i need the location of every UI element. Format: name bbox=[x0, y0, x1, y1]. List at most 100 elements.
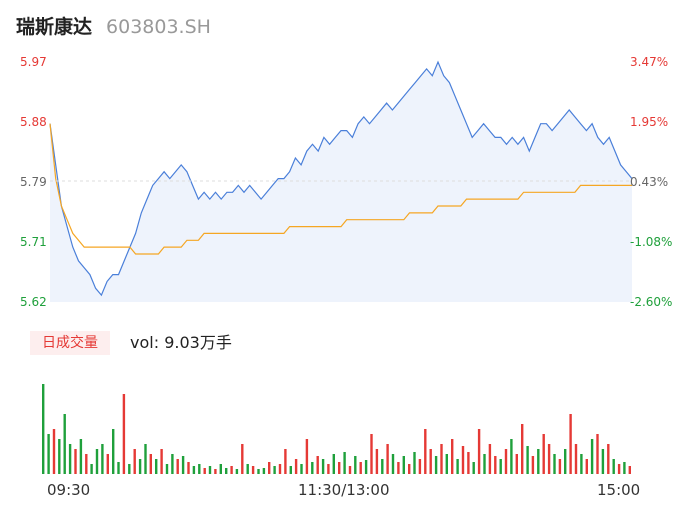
volume-bar bbox=[181, 456, 185, 474]
volume-bar bbox=[198, 464, 201, 474]
volume-bar bbox=[590, 439, 594, 474]
volume-bar bbox=[106, 454, 109, 474]
volume-bar bbox=[607, 444, 610, 474]
volume-value: 9.03万手 bbox=[164, 333, 232, 352]
volume-bar bbox=[138, 459, 142, 474]
volume-bar bbox=[273, 466, 276, 474]
volume-bar bbox=[68, 444, 72, 474]
volume-bar bbox=[397, 462, 400, 474]
volume-bar bbox=[596, 434, 599, 474]
volume-bar bbox=[338, 462, 341, 474]
volume-summary: vol: 9.03万手 bbox=[130, 331, 232, 355]
volume-bar bbox=[52, 429, 56, 474]
volume-bar bbox=[63, 414, 66, 474]
volume-bar bbox=[176, 459, 179, 474]
volume-bar bbox=[58, 439, 61, 474]
volume-bar bbox=[327, 464, 330, 474]
volume-bar bbox=[617, 464, 621, 474]
volume-bar bbox=[133, 449, 136, 474]
volume-bar bbox=[504, 449, 508, 474]
volume-bar bbox=[42, 384, 45, 474]
volume-bar bbox=[381, 459, 384, 474]
volume-bar bbox=[165, 464, 169, 474]
volume-bar bbox=[225, 468, 228, 474]
volume-bar bbox=[47, 434, 50, 474]
volume-bar bbox=[214, 469, 217, 474]
price-chart: 5.97 5.88 5.79 5.71 5.62 3.47% 1.95% 0.4… bbox=[20, 55, 672, 309]
volume-bar bbox=[101, 444, 104, 474]
volume-bar bbox=[117, 462, 120, 474]
volume-bar bbox=[294, 459, 298, 474]
volume-bar bbox=[284, 449, 287, 474]
volume-bar bbox=[187, 462, 190, 474]
volume-bar bbox=[246, 464, 249, 474]
volume-bar bbox=[499, 459, 502, 474]
volume-bar bbox=[251, 466, 255, 474]
volume-bar bbox=[558, 459, 562, 474]
volume-bar bbox=[483, 454, 486, 474]
volume-bar bbox=[241, 444, 244, 474]
stock-header: 瑞斯康达 603803.SH bbox=[16, 12, 211, 40]
volume-bar bbox=[300, 464, 303, 474]
volume-bar bbox=[257, 469, 260, 474]
volume-bar bbox=[440, 444, 443, 474]
average-price-line bbox=[49, 123, 632, 255]
volume-bar bbox=[268, 462, 271, 474]
volume-bar bbox=[90, 464, 93, 474]
volume-bar bbox=[375, 449, 379, 474]
volume-bar bbox=[208, 466, 212, 474]
volume-bar bbox=[510, 439, 513, 474]
volume-bar bbox=[515, 454, 518, 474]
x-tick-midday: 11:30/13:00 bbox=[298, 481, 390, 499]
volume-bar bbox=[537, 449, 540, 474]
y-left-tick-3: 5.71 bbox=[20, 235, 47, 249]
volume-bar bbox=[316, 456, 319, 474]
volume-bar bbox=[160, 449, 163, 474]
volume-bar bbox=[332, 454, 335, 474]
volume-bar bbox=[348, 466, 352, 474]
volume-bar bbox=[235, 469, 239, 474]
y-left-tick-1: 5.88 bbox=[20, 115, 47, 129]
volume-bar bbox=[144, 444, 147, 474]
stock-name: 瑞斯康达 bbox=[16, 16, 93, 38]
volume-tab-badge[interactable]: 日成交量 bbox=[30, 331, 110, 355]
volume-bar bbox=[612, 459, 615, 474]
volume-bar bbox=[128, 464, 131, 474]
price-area-fill bbox=[50, 62, 632, 302]
volume-bar bbox=[343, 452, 346, 474]
volume-bar bbox=[112, 429, 115, 474]
volume-bar bbox=[542, 434, 545, 474]
volume-bar bbox=[547, 444, 551, 474]
volume-bar bbox=[456, 459, 459, 474]
y-right-tick-0: 3.47% bbox=[630, 55, 668, 69]
volume-bar bbox=[494, 456, 497, 474]
volume-bar bbox=[74, 449, 77, 474]
y-left-tick-2: 5.79 bbox=[20, 175, 47, 189]
x-tick-open: 09:30 bbox=[47, 481, 91, 499]
volume-bar bbox=[585, 459, 588, 474]
volume-bar bbox=[580, 454, 583, 474]
volume-bar bbox=[569, 414, 572, 474]
volume-bar bbox=[623, 462, 626, 474]
volume-bar bbox=[305, 439, 309, 474]
volume-bar bbox=[472, 462, 475, 474]
volume-bar bbox=[628, 466, 631, 474]
volume-bar bbox=[311, 462, 314, 474]
volume-bar bbox=[230, 466, 233, 474]
volume-bar bbox=[429, 449, 432, 474]
volume-bar bbox=[601, 449, 605, 474]
volume-bar bbox=[85, 454, 88, 474]
price-series-line bbox=[49, 60, 633, 297]
y-left-tick-4: 5.62 bbox=[20, 295, 47, 309]
y-right-tick-2: 0.43% bbox=[630, 175, 668, 189]
volume-bar bbox=[171, 454, 174, 474]
volume-bar bbox=[467, 452, 470, 474]
volume-bar bbox=[526, 446, 529, 474]
volume-bar bbox=[574, 444, 578, 474]
volume-bar bbox=[321, 459, 325, 474]
x-tick-close: 15:00 bbox=[597, 481, 641, 499]
volume-bar bbox=[451, 439, 454, 474]
volume-bar bbox=[564, 449, 567, 474]
volume-bar bbox=[461, 446, 465, 474]
y-right-tick-1: 1.95% bbox=[630, 115, 668, 129]
